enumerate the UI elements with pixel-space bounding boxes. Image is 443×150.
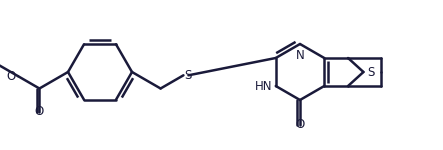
Text: HN: HN (255, 80, 273, 93)
Text: O: O (295, 118, 305, 131)
Text: N: N (295, 49, 304, 62)
Text: S: S (184, 69, 192, 82)
Text: O: O (7, 70, 16, 83)
Text: O: O (35, 105, 44, 118)
Text: S: S (367, 66, 375, 78)
